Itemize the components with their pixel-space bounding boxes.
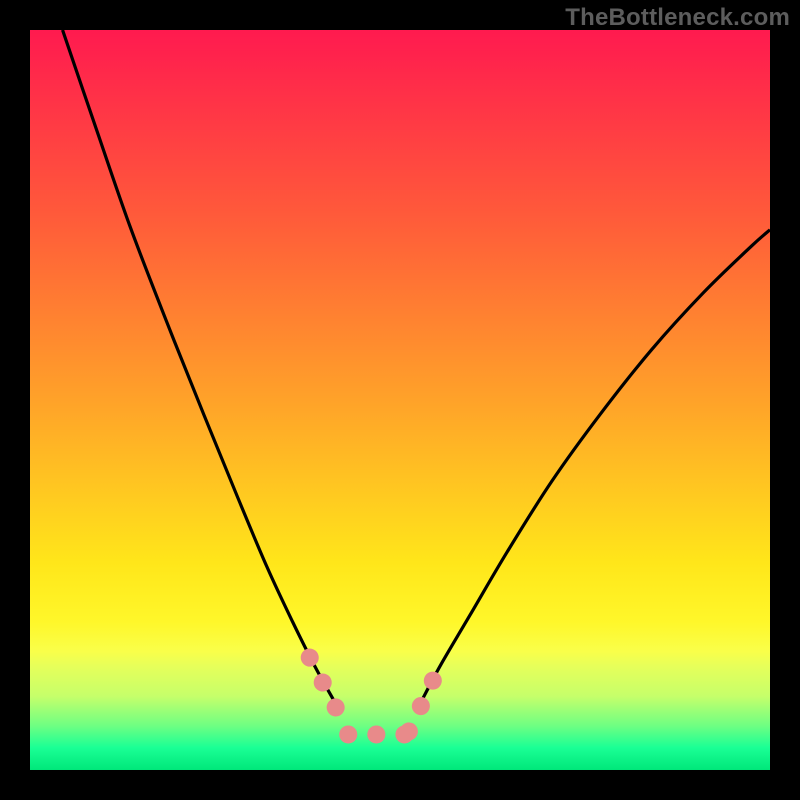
curve-layer: [30, 30, 770, 770]
chart-outer-frame: TheBottleneck.com: [0, 0, 800, 800]
curve-left-branch: [63, 30, 334, 700]
plot-area: [30, 30, 770, 770]
curve-right-branch: [422, 230, 770, 700]
watermark-text: TheBottleneck.com: [565, 4, 790, 32]
